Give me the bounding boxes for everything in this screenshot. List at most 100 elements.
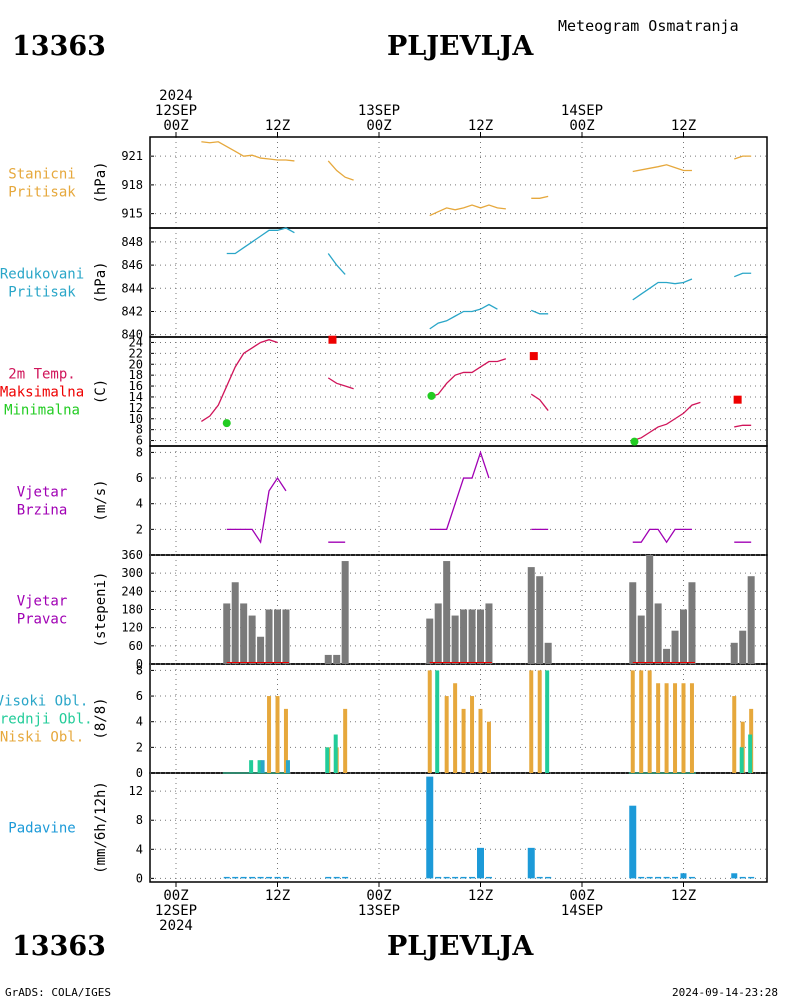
- min-temp-marker: [222, 419, 231, 428]
- wind-direction-bar: [341, 561, 349, 664]
- precip-bar: [680, 873, 687, 879]
- panel-frame-1: [149, 136, 768, 229]
- precip-bar: [477, 847, 484, 879]
- wind-direction-bar: [265, 609, 273, 664]
- time-label-bottom: 12Z: [265, 888, 290, 904]
- station-name-top: PLJEVLJA: [387, 31, 534, 62]
- wind-direction-bar: [282, 609, 290, 664]
- reduced-pressure-line: [632, 278, 693, 301]
- cloud-mid-bar: [739, 747, 744, 773]
- panel-label-p2: Pritisak: [8, 285, 76, 301]
- precip-bar: [452, 876, 459, 879]
- wind-direction-bar: [477, 609, 484, 664]
- time-label-bottom: 00Z: [569, 888, 594, 904]
- precip-bar: [435, 876, 442, 879]
- wind-direction-bar: [629, 582, 637, 664]
- precip-bar: [249, 876, 256, 879]
- wind-direction-bar: [747, 576, 755, 664]
- cloud-low-bar: [453, 683, 458, 773]
- y-tick-label: 840: [121, 328, 143, 342]
- wind-direction-bar: [468, 609, 476, 664]
- station-id-bottom: 13363: [12, 931, 106, 962]
- wind-direction-bar: [223, 603, 231, 664]
- unit-label-p2: (hPa): [93, 261, 109, 303]
- panel-label-p6: Visoki Obl.: [0, 694, 88, 710]
- precip-bar: [342, 876, 349, 879]
- wind-direction-bar: [248, 615, 256, 664]
- station-pressure-line: [531, 195, 549, 199]
- wind-speed-line: [632, 528, 692, 544]
- wind-direction-bar: [324, 654, 332, 664]
- temperature-line: [201, 339, 278, 423]
- precip-bar: [748, 876, 755, 879]
- station-pressure-line: [429, 204, 506, 217]
- wind-direction-bar: [637, 615, 645, 664]
- precip-bar: [536, 876, 543, 879]
- cloud-low-bar: [486, 721, 491, 773]
- panel-label-p7: Padavine: [8, 821, 75, 837]
- cloud-mid-bar: [257, 760, 262, 773]
- precip-bar: [232, 876, 239, 879]
- reduced-pressure-line: [734, 272, 752, 278]
- station-pressure-line: [734, 155, 752, 160]
- cloud-low-bar: [689, 683, 694, 773]
- wind-direction-bar: [536, 576, 544, 664]
- cloud-low-bar: [681, 683, 686, 773]
- precip-bar: [240, 876, 247, 879]
- station-pressure-line: [632, 164, 692, 173]
- panel-label-p1: Pritisak: [8, 185, 76, 201]
- max-temp-marker: [328, 335, 337, 344]
- wind-speed-line: [429, 450, 490, 531]
- cloud-low-bar: [664, 683, 669, 773]
- cloud-high-bar: [285, 760, 290, 773]
- wind-direction-bar: [688, 582, 696, 664]
- unit-label-p4: (m/s): [93, 479, 109, 521]
- wind-direction-bar: [333, 654, 341, 664]
- cloud-low-bar: [478, 708, 483, 773]
- cloud-low-bar: [461, 708, 466, 773]
- temperature-line: [530, 393, 549, 411]
- time-label-top: 14SEP: [561, 103, 603, 119]
- wind-speed-line: [226, 476, 287, 544]
- cloud-low-bar: [656, 683, 661, 773]
- min-temp-marker: [630, 437, 639, 446]
- precip-bar: [663, 876, 670, 879]
- precip-bar: [688, 876, 695, 879]
- precip-bar: [325, 876, 332, 879]
- footer-timestamp: 2024-09-14-23:28: [672, 986, 778, 999]
- time-label-bottom: 12Z: [468, 888, 493, 904]
- y-tick-label: 16: [129, 379, 143, 393]
- cloud-high-bar: [260, 760, 265, 773]
- time-label-bottom: 12SEP: [155, 903, 197, 919]
- precip-bar: [257, 876, 264, 879]
- time-label-top: 00Z: [569, 118, 594, 134]
- panel-frame-7: [149, 772, 768, 883]
- cloud-low-bar: [444, 696, 449, 773]
- cloud-mid-bar: [249, 760, 254, 773]
- max-temp-marker: [529, 352, 538, 361]
- wind-direction-bar: [527, 567, 535, 664]
- precip-bar: [485, 876, 492, 879]
- panel-label-p2: Redukovani: [0, 267, 84, 283]
- y-tick-label: 4: [136, 715, 143, 729]
- y-tick-label: 12: [129, 401, 143, 415]
- panel-label-p3: Minimalna: [4, 403, 80, 419]
- precip-bar: [731, 873, 738, 879]
- y-tick-label: 8: [136, 423, 143, 437]
- cloud-low-bar: [647, 670, 652, 773]
- panel-label-p1: Stanicni: [8, 167, 75, 183]
- y-tick-label: 4: [136, 842, 143, 856]
- y-tick-label: 2: [136, 522, 143, 536]
- panel-label-p4: Brzina: [17, 503, 68, 519]
- y-tick-label: 6: [136, 471, 143, 485]
- cloud-low-bar: [630, 670, 635, 773]
- y-tick-label: 4: [136, 497, 143, 511]
- cloud-low-bar: [639, 670, 644, 773]
- cloud-mid-bar: [545, 670, 550, 773]
- unit-label-p6: (8/8): [93, 697, 109, 739]
- precip-bar: [527, 847, 535, 879]
- time-label-bottom: 13SEP: [358, 903, 400, 919]
- y-tick-label: 60: [129, 639, 143, 653]
- y-tick-label: 22: [129, 346, 143, 360]
